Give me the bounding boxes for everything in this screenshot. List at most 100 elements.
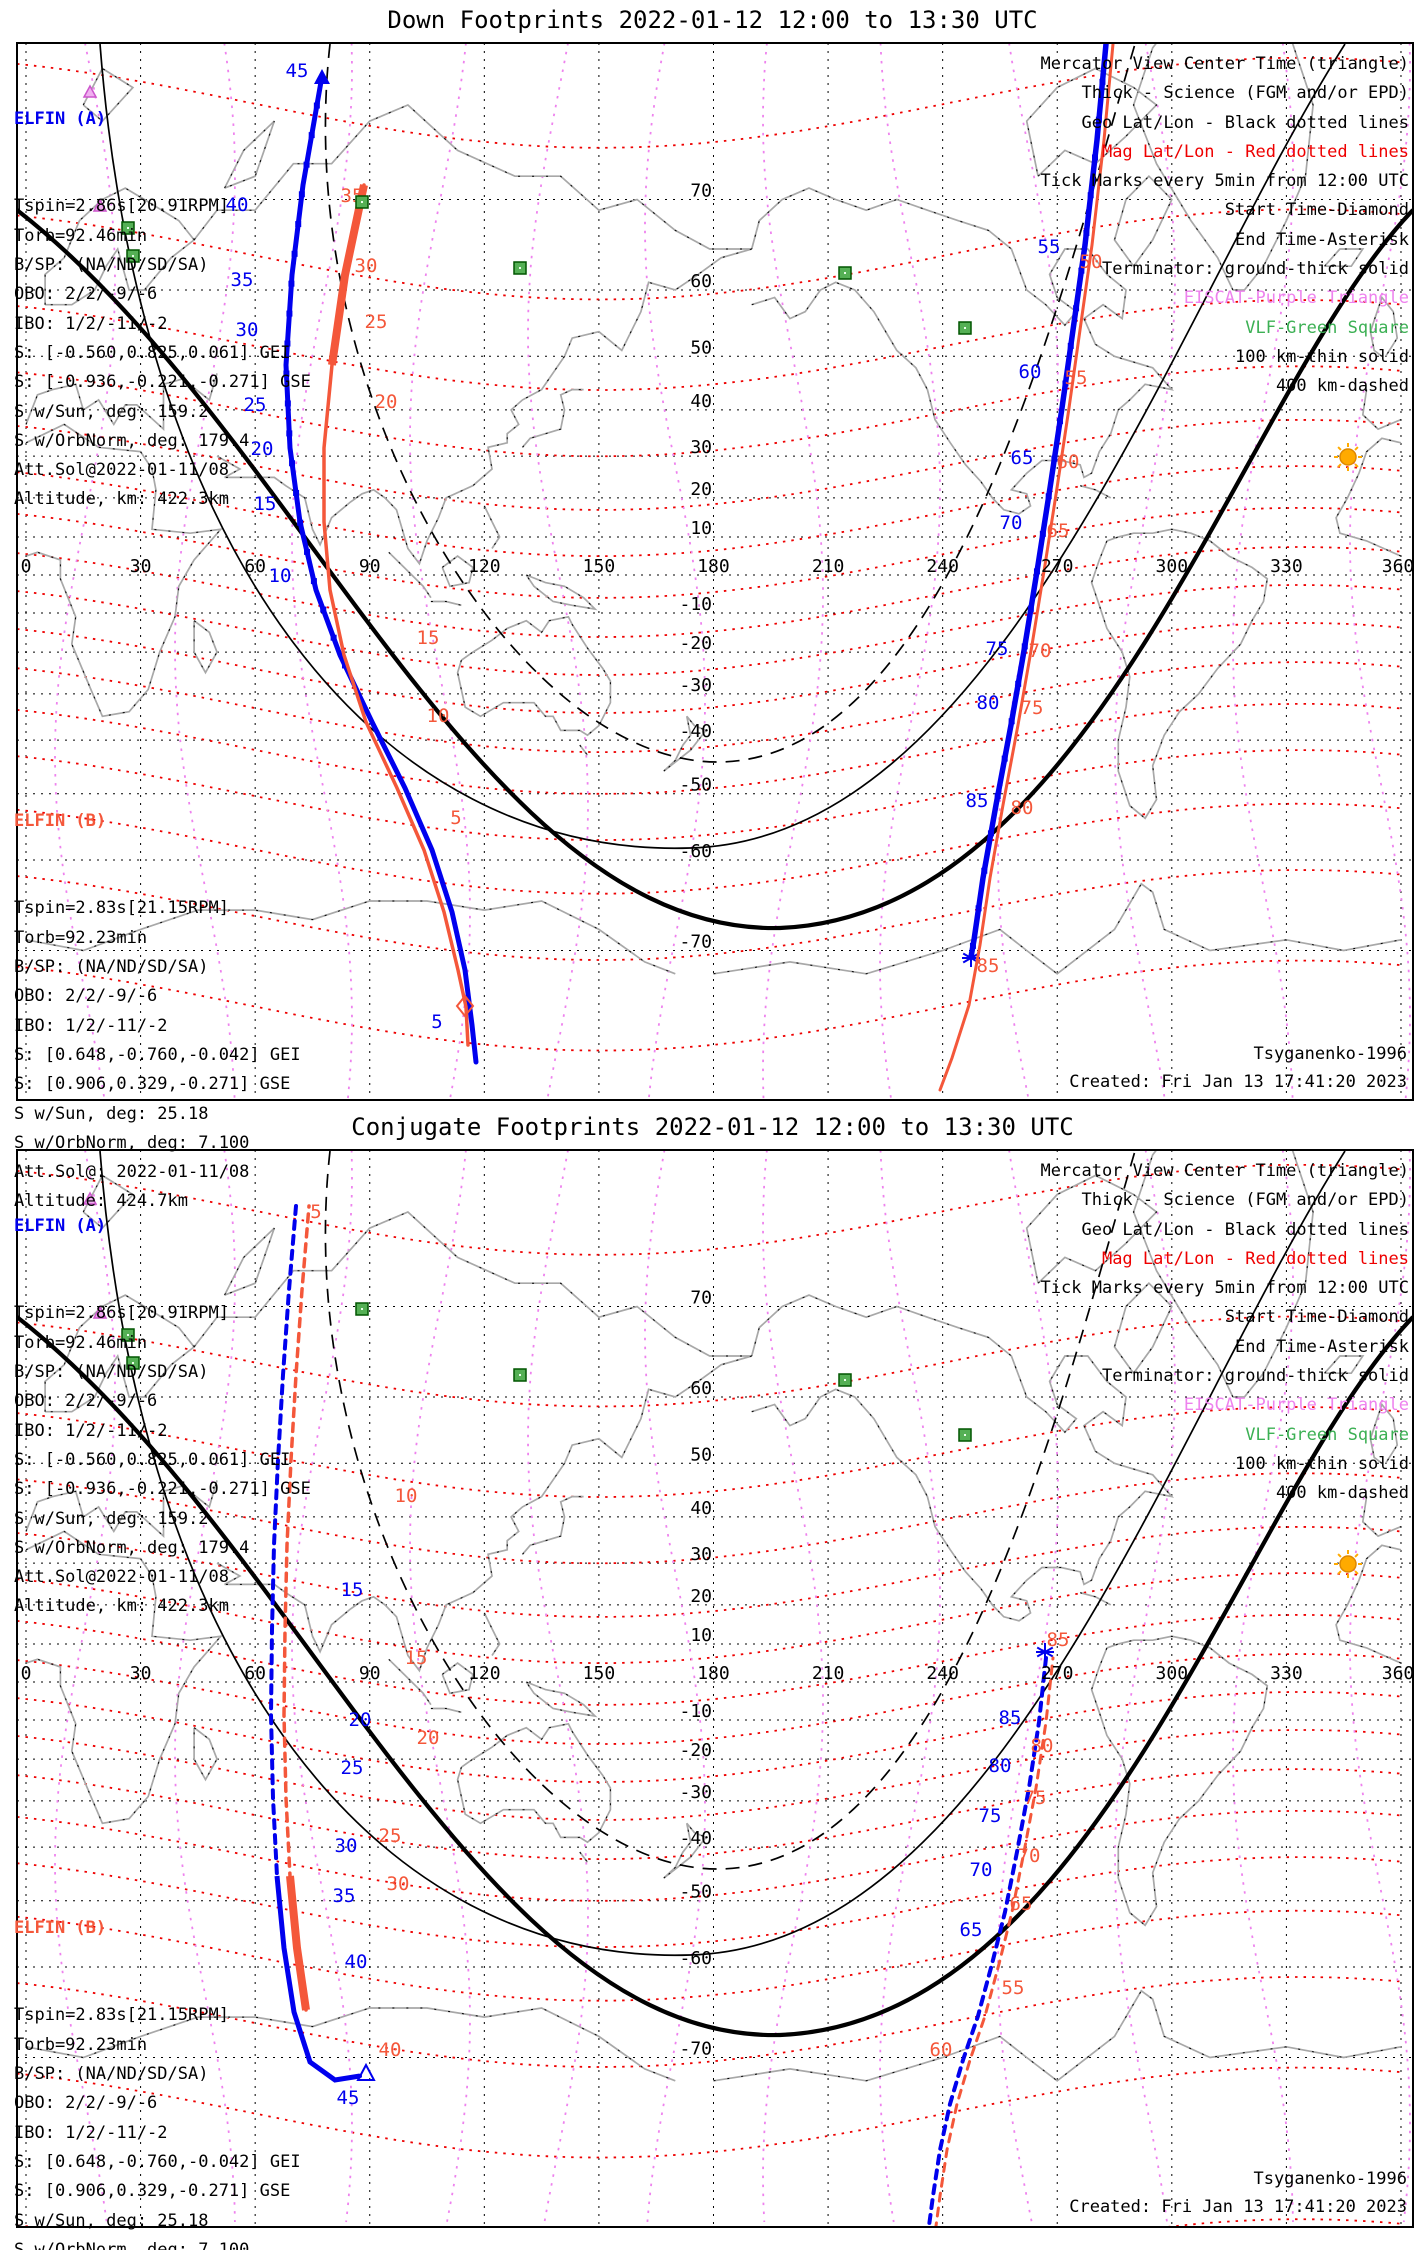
- track-tick: [1001, 755, 1008, 762]
- track-maglat-label: 25: [244, 394, 267, 416]
- lat-label: -20: [679, 633, 712, 654]
- lat-label: -40: [679, 1828, 712, 1849]
- info-line: Att.Sol@2022-01-11/08: [14, 1567, 229, 1588]
- track-maglat-label: 10: [395, 1485, 418, 1507]
- info-line: IBO: 1/2/-11/-2: [14, 1420, 168, 1441]
- track-tick: [987, 830, 994, 837]
- info-line: S: [0.648,-0.760,-0.042] GEI: [14, 1044, 301, 1065]
- info-line: Att.Sol@: 2022-01-11/08: [14, 1162, 250, 1183]
- lon-label: 240: [926, 556, 959, 577]
- eiscat-triangle: [82, 84, 98, 98]
- mag-meridians: [54, 1151, 1411, 2223]
- lat-label: 50: [690, 337, 712, 358]
- lat-label: 20: [690, 479, 712, 500]
- grid-labels: 0 30 60 90 120 150 180 210 240 270 300 330 360 70 60 50…: [21, 1287, 1415, 2059]
- track-maglat-label: 10: [269, 565, 292, 587]
- track-maglat-label: 40: [379, 2039, 402, 2061]
- track-maglat-label: 15: [341, 1579, 364, 1601]
- legend-line: Start Time-Diamond: [1224, 200, 1409, 221]
- elfin-b-info-bottom: ELFIN (B) Tspin=2.83s[21.15RPM] Torb=92.2…: [14, 1855, 301, 2250]
- track-maglat-label: 35: [333, 1885, 356, 1907]
- lat-label: -30: [679, 675, 712, 696]
- coastlines: [25, 1151, 1402, 2082]
- info-line: S: [0.906,0.329,-0.271] GSE: [14, 2181, 291, 2202]
- lon-label: 0: [21, 556, 32, 577]
- legend-line: Thick - Science (FGM and/or EPD): [1081, 1190, 1409, 1211]
- eiscat-stations: [82, 1191, 108, 1319]
- track-maglat-label: 25: [341, 1757, 364, 1779]
- track-maglat-label: 30: [387, 1873, 410, 1895]
- track-maglat-label: 50: [1080, 251, 1103, 273]
- lat-label: -60: [679, 841, 712, 862]
- info-line: S w/Sun, deg: 159.2: [14, 401, 209, 422]
- track-maglat-label: 75: [1024, 1787, 1047, 1809]
- lat-label: -30: [679, 1782, 712, 1803]
- vlf-square-dot: [127, 1334, 129, 1336]
- track-maglat-label: 65: [960, 1919, 983, 1941]
- lat-label: 40: [690, 1498, 712, 1519]
- legend-top: Mercator View Center Time (triangle) Thic…: [1041, 50, 1409, 402]
- eiscat-triangle: [92, 198, 108, 212]
- track-tick: [297, 519, 304, 526]
- lon-label: 210: [812, 556, 845, 577]
- track-maglat-label: 65: [1011, 447, 1034, 469]
- lat-label: -70: [679, 2039, 712, 2060]
- lat-label: -60: [679, 1948, 712, 1969]
- info-line: OBO: 2/2/-9/-6: [14, 284, 158, 305]
- track-maglat-label: 80: [1031, 1735, 1054, 1757]
- lon-label: 120: [468, 1663, 501, 1684]
- track-tick: [1078, 267, 1085, 274]
- panel-frame: [16, 42, 1414, 1101]
- legend-line: Tick Marks every 5min from 12:00 UTC: [1040, 171, 1409, 192]
- track-maglat-label: 75: [986, 638, 1009, 660]
- elfin-b-info-top: ELFIN (B) Tspin=2.83s[21.15RPM] Torb=92.2…: [14, 748, 301, 1217]
- track-tick: [1033, 568, 1040, 575]
- track-elfin-b-conj-left: 5 10 15 20 25 30 40: [282, 1201, 439, 2061]
- lon-label: 300: [1156, 1663, 1189, 1684]
- legend-line: 400 km-dashed: [1275, 1483, 1409, 1504]
- track-maglat-label: 85: [977, 955, 1000, 977]
- lon-label: 90: [359, 1663, 381, 1684]
- track-tick: [1051, 455, 1058, 462]
- info-line: S: [0.906,0.329,-0.271] GSE: [14, 1074, 291, 1095]
- legend-line: EISCAT-Purple Triangle: [1183, 288, 1409, 309]
- track-maglat-label: 85: [1047, 1629, 1070, 1651]
- track-maglat-label: 5: [431, 1011, 442, 1033]
- figure-title-down: Down Footprints 2022-01-12 12:00 to 13:3…: [387, 6, 1038, 34]
- info-line: S w/Sun, deg: 25.18: [14, 1103, 209, 1124]
- track-tick: [320, 606, 327, 613]
- info-line: Altitude: 424.7km: [14, 1191, 188, 1212]
- lon-label: 270: [1041, 1663, 1074, 1684]
- track-tick: [1092, 154, 1099, 161]
- created-label-top: Created: Fri Jan 13 17:41:20 2023: [1069, 1072, 1407, 1092]
- track-maglat-label: 45: [337, 2087, 360, 2109]
- info-line: B/SP: (NA/ND/SD/SA): [14, 957, 209, 978]
- info-line: Torb=92.23min: [14, 927, 148, 948]
- legend-line: 100 km-thin solid: [1235, 346, 1409, 367]
- info-line: S: [0.648,-0.760,-0.042] GEI: [14, 2151, 301, 2172]
- legend-line: Thick - Science (FGM and/or EPD): [1081, 83, 1409, 104]
- track-tick: [1087, 192, 1094, 199]
- legend-line: Geo Lat/Lon - Black dotted lines: [1081, 112, 1409, 133]
- lon-label: 60: [244, 1663, 266, 1684]
- track-maglat-label: 75: [979, 1805, 1002, 1827]
- track-tick: [1015, 680, 1022, 687]
- lat-label: 60: [690, 271, 712, 292]
- track-tick: [1099, 78, 1106, 85]
- eiscat-triangle: [92, 1305, 108, 1319]
- lon-label: 150: [583, 556, 616, 577]
- track-maglat-label: 20: [251, 438, 274, 460]
- track-maglat-label: 30: [335, 1835, 358, 1857]
- info-line: S: [-0.936,-0.221,-0.271] GSE: [14, 372, 311, 393]
- lon-label: 270: [1041, 556, 1074, 577]
- terminator-400km: [324, 44, 1136, 763]
- vlf-square-dot: [132, 1362, 134, 1364]
- vlf-square-dot: [844, 1379, 846, 1381]
- lon-label: 150: [583, 1663, 616, 1684]
- legend-line: Mercator View Center Time (triangle): [1040, 1161, 1409, 1181]
- vlf-square-dot: [132, 255, 134, 257]
- track-maglat-label: 70: [1018, 1845, 1041, 1867]
- vlf-square-dot: [127, 227, 129, 229]
- track-maglat-label: 15: [405, 1647, 428, 1669]
- track-maglat-label: 25: [365, 311, 388, 333]
